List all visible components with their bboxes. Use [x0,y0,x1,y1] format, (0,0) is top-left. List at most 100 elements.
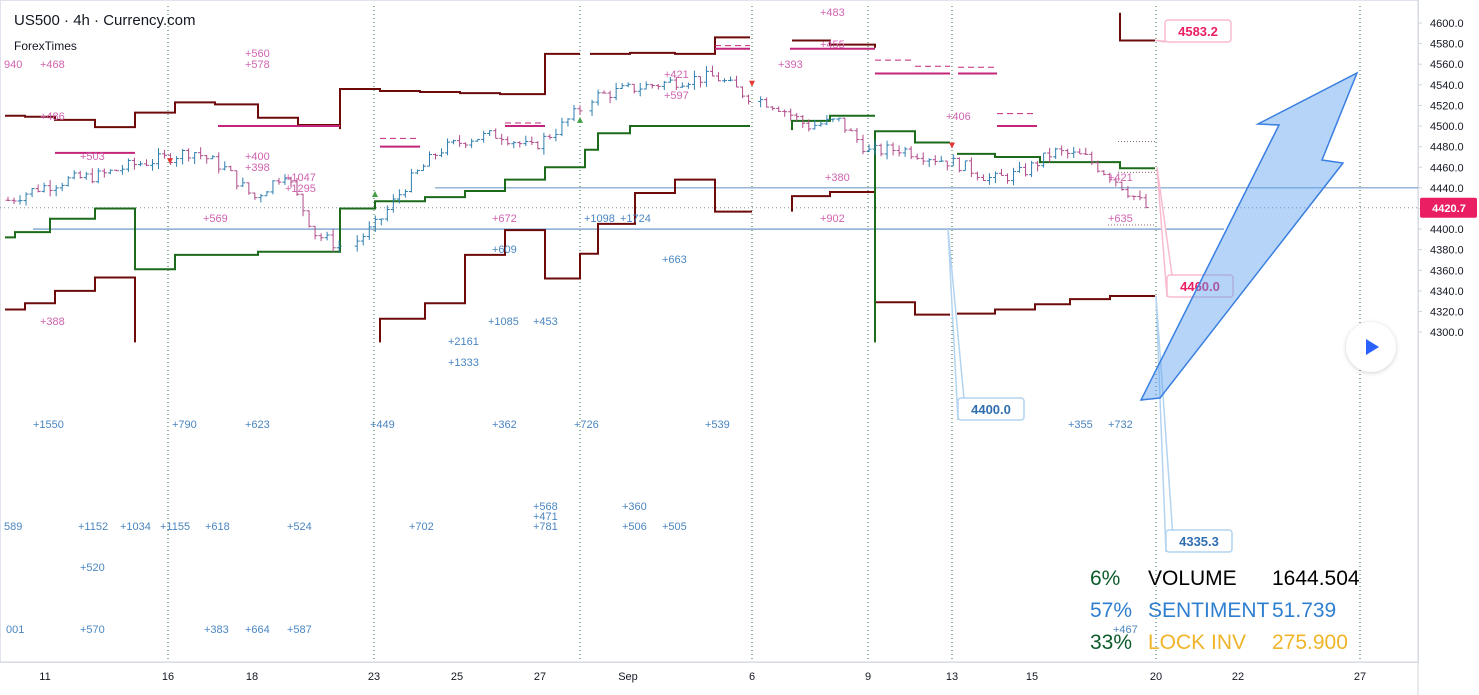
time-tick-label: 16 [162,671,174,683]
blue-annotation: +449 [370,419,395,431]
pink-annotation: +902 [820,213,845,225]
pink-annotation: +503 [80,151,105,163]
blue-annotation: +355 [1068,419,1093,431]
time-tick-label: 6 [749,671,755,683]
price-tick-label: 4300.0 [1430,327,1464,339]
callout-label: 4583.2 [1178,24,1218,39]
blue-annotation: +505 [662,521,687,533]
blue-annotation: +471 [533,511,558,523]
time-tick-label: 23 [368,671,380,683]
price-tick-label: 4340.0 [1430,286,1464,298]
blue-annotation: +453 [533,316,558,328]
buy-signal-marker [577,116,583,123]
pink-annotation: +578 [245,59,270,71]
price-tick-label: 4460.0 [1430,162,1464,174]
legend-lock-inv-pct: 33% [1090,631,1133,654]
callout-box [957,397,1025,421]
blue-annotation: +570 [80,624,105,636]
price-tick-label: 4480.0 [1430,142,1464,154]
support-step-line-4 [957,152,1155,170]
legend-sentiment-value: 51.739 [1272,599,1337,622]
callout-pointer [1156,167,1176,298]
pink-annotation: +597 [664,90,689,102]
resistance-step-line-3 [792,39,876,48]
blue-annotation: +1152 [78,521,108,533]
blue-annotation: +1550 [33,419,64,431]
buy-signal-marker [372,191,378,198]
time-tick-label: 13 [946,671,958,683]
price-tick-label: 4600.0 [1430,18,1464,30]
pink-annotation: +380 [825,172,850,184]
legend-volume-label: VOLUME [1148,567,1237,590]
time-tick-label: 27 [1354,671,1366,683]
blue-annotation: +1333 [448,357,479,369]
blue-annotation: 001 [6,624,24,636]
blue-annotation: +1034 [120,521,151,533]
price-tick-label: 4560.0 [1430,59,1464,71]
forecast-arrow [1139,71,1359,401]
resistance-step-line-7 [875,301,950,316]
pink-annotation: +1047 [285,172,316,184]
legend-lock-inv-value: 275.900 [1272,631,1348,654]
legend-sentiment-pct: 57% [1090,599,1133,622]
price-tick-label: 4520.0 [1430,100,1464,112]
blue-annotation: +383 [204,624,229,636]
price-tick-label: 4440.0 [1430,183,1464,195]
support-step-line-1 [5,125,750,271]
blue-annotation: +623 [245,419,270,431]
pink-annotation: +635 [1108,213,1133,225]
blue-annotation: +1098 [584,213,615,225]
resistance-step-line-9 [1119,12,1155,42]
blue-annotation: +1085 [488,316,519,328]
time-tick-label: 22 [1232,671,1244,683]
resistance-step-line-5 [379,178,752,343]
callout-label: 4335.3 [1179,534,1219,549]
pink-annotation: +486 [40,111,65,123]
blue-annotation: 589 [4,521,22,533]
blue-annotation: +726 [574,419,599,431]
blue-annotation: +618 [205,521,230,533]
price-tick-label: 4580.0 [1430,39,1464,51]
resistance-step-line-1 [5,52,580,130]
price-tick-label: 4540.0 [1430,80,1464,92]
blue-annotation: +790 [172,419,197,431]
blue-annotation: +663 [662,254,687,266]
legend-lock-inv-label: LOCK INV [1148,631,1247,654]
blue-annotation: +524 [287,521,312,533]
blue-annotation: +568 [533,501,558,513]
blue-annotation: +2161 [448,336,479,348]
time-tick-label: 20 [1150,671,1162,683]
legend-sentiment-label: SENTIMENT [1148,599,1270,622]
resistance-step-line-8 [957,295,1155,315]
blue-annotation: +609 [492,244,517,256]
pink-annotation: +468 [40,59,65,71]
callout-box [1165,529,1233,553]
price-tick-label: 4500.0 [1430,121,1464,133]
pink-annotation: +398 [245,162,270,174]
pink-annotation: +560 [245,48,270,60]
play-icon[interactable] [1346,322,1396,372]
blue-annotation: +362 [492,419,517,431]
pink-annotation: +421 [1108,172,1133,184]
blue-annotation: +506 [622,521,647,533]
pink-annotation: +406 [946,111,971,123]
callout-box [1164,19,1232,43]
time-tick-label: 11 [39,671,50,683]
blue-annotation: +664 [245,624,270,636]
callout-label: 4460.0 [1180,279,1220,294]
blue-annotation: +360 [622,501,647,513]
pink-annotation: +569 [203,213,228,225]
price-tick-label: 4400.0 [1430,224,1464,236]
blue-annotation: +1724 [620,213,651,225]
callout-pointer [1155,295,1175,553]
time-tick-label: 15 [1026,671,1038,683]
pink-annotation: +672 [492,213,517,225]
time-tick-label: 18 [246,671,258,683]
legend-volume-pct: 6% [1090,567,1121,590]
last-price-label: 4420.7 [1432,203,1466,215]
pink-annotation: +400 [245,151,270,163]
time-tick-label: Sep [618,671,638,683]
sell-signal-marker [949,142,955,149]
sell-signal-marker [749,80,755,87]
